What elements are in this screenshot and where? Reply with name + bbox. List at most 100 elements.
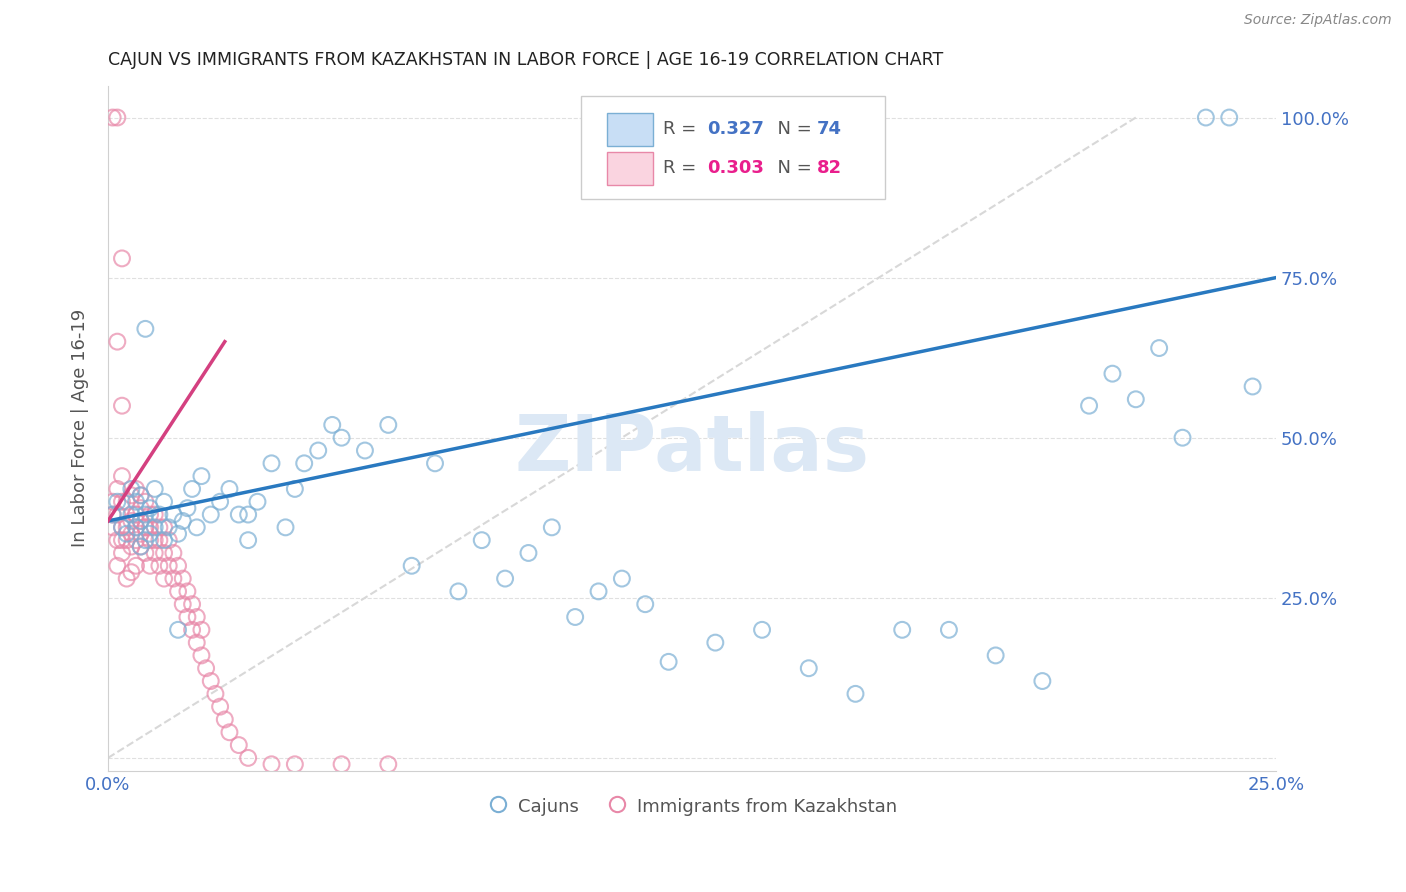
FancyBboxPatch shape bbox=[581, 95, 884, 199]
Point bbox=[172, 572, 194, 586]
Point bbox=[354, 443, 377, 458]
Point bbox=[101, 111, 124, 125]
Point bbox=[148, 508, 170, 522]
Point bbox=[115, 520, 138, 534]
Point bbox=[111, 469, 134, 483]
Point bbox=[377, 417, 399, 432]
Point bbox=[105, 334, 128, 349]
Text: N =: N = bbox=[765, 120, 817, 138]
Point bbox=[236, 751, 259, 765]
Point bbox=[494, 572, 516, 586]
Point bbox=[1241, 379, 1264, 393]
Point bbox=[125, 558, 148, 573]
Point bbox=[423, 456, 446, 470]
Point bbox=[125, 520, 148, 534]
Point bbox=[105, 482, 128, 496]
Point bbox=[129, 488, 152, 502]
Point bbox=[120, 514, 142, 528]
Point bbox=[186, 520, 208, 534]
Point bbox=[115, 572, 138, 586]
Point bbox=[209, 494, 232, 508]
Point bbox=[134, 508, 156, 522]
Legend: Cajuns, Immigrants from Kazakhstan: Cajuns, Immigrants from Kazakhstan bbox=[479, 789, 904, 823]
Point bbox=[1078, 399, 1101, 413]
Point bbox=[330, 431, 353, 445]
Point bbox=[134, 546, 156, 560]
Point bbox=[186, 635, 208, 649]
Point bbox=[111, 546, 134, 560]
Point bbox=[1218, 111, 1240, 125]
Point bbox=[129, 501, 152, 516]
Point bbox=[218, 725, 240, 739]
Point bbox=[143, 546, 166, 560]
Point bbox=[125, 482, 148, 496]
Point bbox=[120, 526, 142, 541]
Text: 74: 74 bbox=[817, 120, 842, 138]
Point bbox=[101, 520, 124, 534]
Point bbox=[111, 533, 134, 548]
Point bbox=[209, 699, 232, 714]
Point bbox=[1171, 431, 1194, 445]
Point bbox=[143, 508, 166, 522]
Point bbox=[1031, 674, 1053, 689]
Point bbox=[167, 558, 190, 573]
Point bbox=[797, 661, 820, 675]
Point bbox=[204, 687, 226, 701]
FancyBboxPatch shape bbox=[607, 113, 654, 145]
Point bbox=[330, 757, 353, 772]
Point bbox=[218, 482, 240, 496]
Point bbox=[167, 623, 190, 637]
Point bbox=[101, 508, 124, 522]
Point bbox=[984, 648, 1007, 663]
Point bbox=[471, 533, 494, 548]
Point bbox=[125, 494, 148, 508]
Point bbox=[120, 488, 142, 502]
Point bbox=[111, 520, 134, 534]
Point bbox=[157, 558, 180, 573]
Point bbox=[148, 533, 170, 548]
Point bbox=[200, 508, 222, 522]
Point bbox=[260, 456, 283, 470]
Text: R =: R = bbox=[662, 160, 702, 178]
Point bbox=[167, 526, 190, 541]
Point bbox=[101, 494, 124, 508]
Point bbox=[129, 514, 152, 528]
Point bbox=[125, 533, 148, 548]
Point bbox=[143, 482, 166, 496]
Point bbox=[172, 597, 194, 611]
Point bbox=[844, 687, 866, 701]
Point bbox=[181, 623, 204, 637]
Text: 82: 82 bbox=[817, 160, 842, 178]
Point bbox=[751, 623, 773, 637]
Point bbox=[162, 546, 184, 560]
Point bbox=[377, 757, 399, 772]
Point bbox=[139, 520, 162, 534]
Point bbox=[105, 494, 128, 508]
Point bbox=[214, 713, 236, 727]
Point bbox=[111, 399, 134, 413]
Point bbox=[153, 494, 176, 508]
Point bbox=[115, 533, 138, 548]
Text: Source: ZipAtlas.com: Source: ZipAtlas.com bbox=[1244, 13, 1392, 28]
Point bbox=[139, 501, 162, 516]
Point bbox=[195, 661, 218, 675]
Point bbox=[134, 533, 156, 548]
Point bbox=[1147, 341, 1170, 355]
Point bbox=[307, 443, 329, 458]
Point bbox=[190, 469, 212, 483]
Point bbox=[181, 482, 204, 496]
Point bbox=[274, 520, 297, 534]
Point bbox=[540, 520, 562, 534]
Point bbox=[891, 623, 914, 637]
Point bbox=[111, 520, 134, 534]
Point bbox=[139, 526, 162, 541]
Point bbox=[148, 520, 170, 534]
Point bbox=[120, 508, 142, 522]
Point bbox=[1195, 111, 1218, 125]
Point bbox=[143, 520, 166, 534]
Point bbox=[162, 572, 184, 586]
Point bbox=[153, 520, 176, 534]
Point bbox=[134, 494, 156, 508]
Point bbox=[190, 623, 212, 637]
Point bbox=[139, 533, 162, 548]
